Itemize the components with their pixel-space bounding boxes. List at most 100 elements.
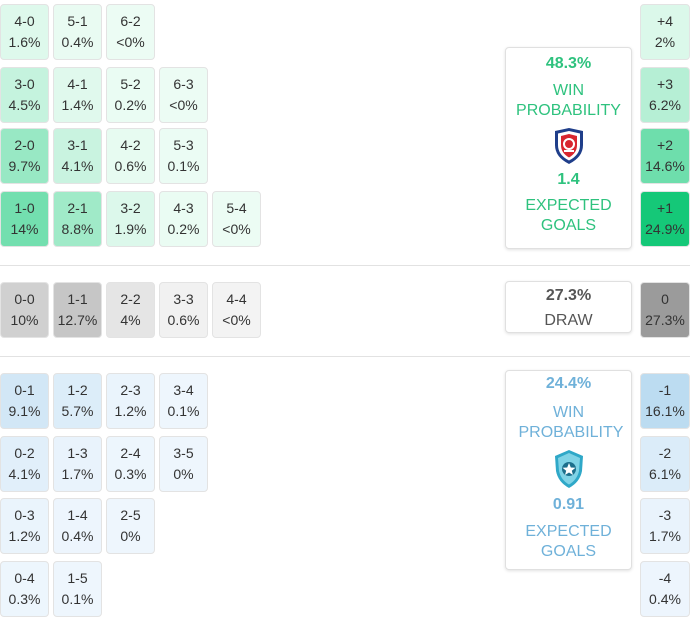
score-cell-2-5: 2-5 0% — [106, 498, 155, 554]
cell-label: 1-3 — [67, 445, 88, 461]
score-cell--3: -3 1.7% — [640, 498, 690, 554]
cell-label: 1-4 — [67, 507, 88, 523]
cell-label: 0-3 — [14, 507, 35, 523]
cell-value: 1.6% — [8, 34, 41, 50]
score-cell-6-3: 6-3 <0% — [159, 67, 208, 123]
score-cell-0: 0 27.3% — [640, 282, 690, 338]
cell-label: 2-3 — [120, 382, 141, 398]
score-cell-2-1: 2-1 8.8% — [53, 191, 102, 247]
cell-label: 0-2 — [14, 445, 35, 461]
divider — [0, 356, 690, 357]
cell-value: 1.7% — [649, 528, 681, 544]
cell-label: 0-4 — [14, 570, 35, 586]
cell-value: 8.8% — [61, 221, 94, 237]
draw-probability: 27.3% — [545, 287, 592, 304]
cell-label: +1 — [657, 200, 673, 216]
cell-label: 5-2 — [120, 76, 141, 92]
cell-label: 0-0 — [14, 291, 35, 307]
cell-value: 4% — [120, 312, 141, 328]
score-cell-+4: +4 2% — [640, 4, 690, 60]
cell-label: 3-4 — [173, 382, 194, 398]
score-cell-0-0: 0-0 10% — [0, 282, 49, 338]
cell-value: 5.7% — [61, 403, 94, 419]
cell-label: 5-1 — [67, 13, 88, 29]
cell-label: 0 — [661, 291, 669, 307]
cell-label: 3-3 — [173, 291, 194, 307]
cell-value: 6.1% — [649, 466, 681, 482]
cell-label: 0-1 — [14, 382, 35, 398]
cell-value: 0.3% — [114, 466, 147, 482]
cell-label: 3-1 — [67, 137, 88, 153]
cell-value: 0.2% — [167, 221, 200, 237]
away-win-probability: 24.4% — [545, 375, 592, 392]
cell-value: 2% — [654, 34, 676, 50]
home-expected-goals: 1.4 — [557, 171, 580, 188]
home-win-probability-label: WIN PROBABILITY — [516, 82, 621, 119]
score-cell-4-3: 4-3 0.2% — [159, 191, 208, 247]
score-cell-3-2: 3-2 1.9% — [106, 191, 155, 247]
cell-label: 4-0 — [14, 13, 35, 29]
cell-label: -1 — [658, 382, 672, 398]
score-cell-2-3: 2-3 1.2% — [106, 373, 155, 429]
cell-value: 6.2% — [649, 97, 681, 113]
score-cell--1: -1 16.1% — [640, 373, 690, 429]
score-cell-3-0: 3-0 4.5% — [0, 67, 49, 123]
cell-value: 0.6% — [114, 158, 147, 174]
score-cell-1-0: 1-0 14% — [0, 191, 49, 247]
score-cell-0-4: 0-4 0.3% — [0, 561, 49, 617]
cell-label: 2-1 — [67, 200, 88, 216]
cell-value: 0.2% — [114, 97, 147, 113]
score-cell-5-4: 5-4 <0% — [212, 191, 261, 247]
cell-label: 4-2 — [120, 137, 141, 153]
away-team-crest — [553, 449, 585, 489]
cell-label: 2-0 — [14, 137, 35, 153]
away-shield-icon — [554, 450, 583, 488]
cell-label: +4 — [657, 13, 673, 29]
draw-panel: 27.3% DRAW — [505, 281, 632, 333]
cell-label: 4-4 — [226, 291, 247, 307]
cell-value: 9.7% — [8, 158, 41, 174]
score-cell-3-3: 3-3 0.6% — [159, 282, 208, 338]
score-cell-5-1: 5-1 0.4% — [53, 4, 102, 60]
home-expected-goals-label: EXPECTED GOALS — [525, 197, 612, 234]
score-cell-5-3: 5-3 0.1% — [159, 128, 208, 184]
home-shield-icon — [554, 128, 583, 164]
score-cell-4-2: 4-2 0.6% — [106, 128, 155, 184]
cell-value: 16.1% — [645, 403, 685, 419]
score-cell-1-5: 1-5 0.1% — [53, 561, 102, 617]
cell-value: 1.7% — [61, 466, 94, 482]
score-cell-6-2: 6-2 <0% — [106, 4, 155, 60]
cell-value: 0.6% — [167, 312, 200, 328]
cell-value: 0.1% — [167, 158, 200, 174]
cell-value: 1.9% — [114, 221, 147, 237]
cell-label: 1-1 — [67, 291, 88, 307]
cell-value: 4.5% — [8, 97, 41, 113]
cell-value: 24.9% — [645, 221, 685, 237]
cell-value: <0% — [222, 221, 251, 237]
cell-value: 1.2% — [114, 403, 147, 419]
cell-value: <0% — [222, 312, 251, 328]
cell-label: -4 — [658, 570, 672, 586]
score-cell-3-5: 3-5 0% — [159, 436, 208, 492]
cell-label: +3 — [657, 76, 673, 92]
cell-value: 14.6% — [645, 158, 685, 174]
away-expected-goals-label: EXPECTED GOALS — [525, 523, 612, 560]
cell-value: 0.1% — [167, 403, 200, 419]
cell-label: 3-0 — [14, 76, 35, 92]
away-team-panel: 24.4% WIN PROBABILITY 0.91 EXPECTED GOAL… — [505, 370, 632, 570]
cell-label: 5-3 — [173, 137, 194, 153]
cell-label: -2 — [658, 445, 672, 461]
score-cell--4: -4 0.4% — [640, 561, 690, 617]
score-cell-+3: +3 6.2% — [640, 67, 690, 123]
score-cell-1-2: 1-2 5.7% — [53, 373, 102, 429]
cell-value: <0% — [116, 34, 145, 50]
cell-value: <0% — [169, 97, 198, 113]
cell-value: 1.2% — [8, 528, 41, 544]
cell-value: 9.1% — [8, 403, 41, 419]
cell-value: 0% — [173, 466, 194, 482]
cell-value: 0.4% — [61, 34, 94, 50]
score-cell-4-4: 4-4 <0% — [212, 282, 261, 338]
cell-label: -3 — [658, 507, 672, 523]
cell-label: 6-2 — [120, 13, 141, 29]
cell-label: 1-0 — [14, 200, 35, 216]
